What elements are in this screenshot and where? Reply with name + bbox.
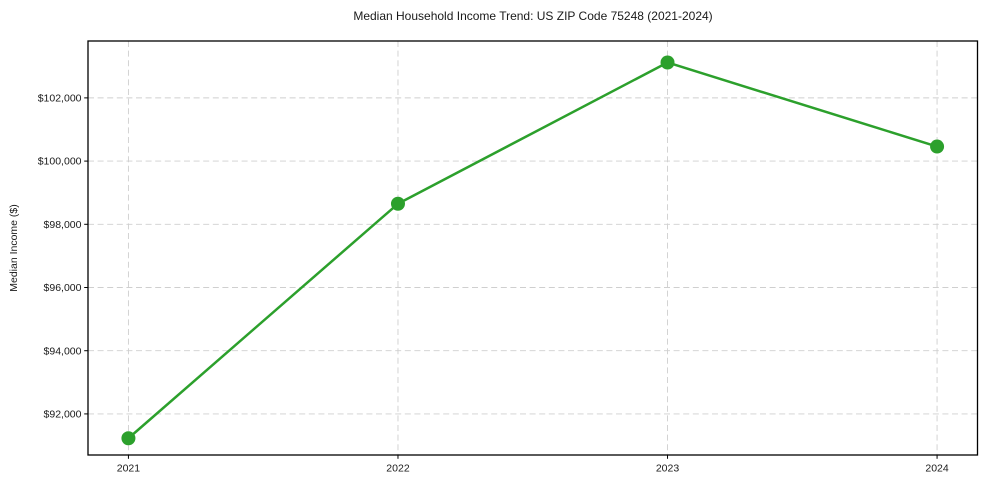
chart-title: Median Household Income Trend: US ZIP Co… [353,9,713,23]
data-point-marker-2023 [660,55,675,70]
x-tick-label: 2024 [925,463,949,475]
y-tick-label: $92,000 [44,409,82,421]
y-tick-label: $94,000 [44,345,82,357]
data-point-marker-2021 [121,431,136,446]
x-tick-label: 2023 [656,463,680,475]
y-tick-label: $98,000 [44,219,82,231]
x-tick-label: 2022 [386,463,410,475]
y-tick-label: $100,000 [38,156,82,168]
x-tick-label: 2021 [117,463,141,475]
plot-border [87,40,979,456]
y-tick-label: $102,000 [38,92,82,104]
y-tick-label: $96,000 [44,282,82,294]
data-point-marker-2022 [390,196,405,211]
income-trend-line [127,61,939,440]
data-point-marker-2024 [930,139,945,154]
